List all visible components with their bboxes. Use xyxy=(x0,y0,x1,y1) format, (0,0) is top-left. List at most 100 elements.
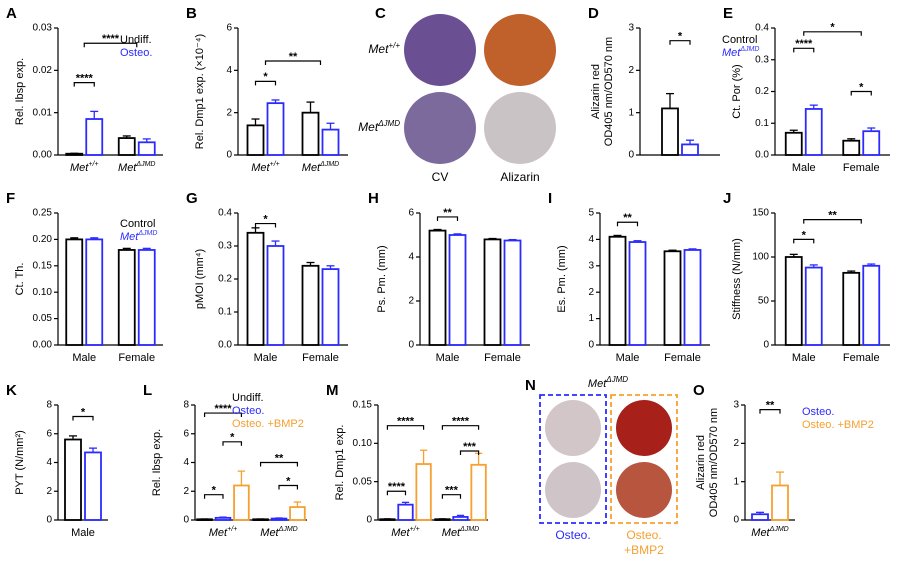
y-tick-label: 2 xyxy=(408,296,414,307)
significance-label: ** xyxy=(828,210,837,222)
bar xyxy=(452,516,469,521)
bar xyxy=(628,241,647,346)
significance-bracket xyxy=(203,412,243,418)
x-tick-label: Male xyxy=(436,352,460,364)
y-tick-label: 0 xyxy=(733,515,739,526)
bar xyxy=(64,438,82,521)
significance-bracket xyxy=(72,415,94,421)
panel: O 0 1 2 3 Alizarin red OD405 nm/OD570 nm MetΔJM… xyxy=(693,382,874,539)
bar xyxy=(784,256,803,346)
panel-letter: I xyxy=(548,190,552,207)
panel-letter: H xyxy=(368,190,379,207)
x-tick-label: Female xyxy=(118,352,155,364)
y-axis-label: PYT (N/mm²) xyxy=(14,430,26,495)
y-tick-label: 150 xyxy=(752,208,769,219)
panel-letter: K xyxy=(6,382,17,399)
legend-entry: Osteo. +BMP2 xyxy=(802,419,874,431)
significance-label: **** xyxy=(214,403,232,415)
significance-label: * xyxy=(286,475,291,487)
bar xyxy=(862,130,881,156)
panel-letter: E xyxy=(723,5,733,22)
x-tick-label: MetΔJMD xyxy=(260,526,297,539)
x-tick-label-part: Met xyxy=(302,162,321,174)
y-tick-label: 100 xyxy=(752,252,769,263)
panel-c: C Met+/+ MetΔJMD CV Alizarin xyxy=(358,5,556,184)
legend-entry: Undiff. xyxy=(232,392,264,404)
group-box xyxy=(539,394,607,524)
bar xyxy=(379,518,396,521)
significance-label: *** xyxy=(463,441,477,453)
bar xyxy=(137,249,156,346)
x-tick-label: MetΔJMD xyxy=(302,161,339,174)
significance-label: **** xyxy=(102,33,120,45)
significance-bracket xyxy=(278,484,299,490)
row-label-part: ΔJMD xyxy=(377,119,400,128)
y-tick-label: 0.10 xyxy=(353,438,373,449)
x-tick-label-part: +/+ xyxy=(227,526,237,533)
bar xyxy=(214,516,232,521)
x-tick-label-part: Met xyxy=(751,527,770,539)
panel-letter: F xyxy=(6,190,15,207)
y-tick-label: 6 xyxy=(46,428,52,439)
bar xyxy=(233,484,250,521)
x-tick-label-part: Met xyxy=(442,527,461,539)
bar xyxy=(301,264,320,346)
significance-bracket xyxy=(222,441,243,446)
bar xyxy=(289,506,306,521)
legend-entry-part: Met xyxy=(722,47,741,59)
bar xyxy=(681,143,699,156)
y-tick-label: 1 xyxy=(733,476,739,487)
column-label: CV xyxy=(432,170,449,184)
y-tick-label: 0.05 xyxy=(33,313,53,324)
x-tick-label: Female xyxy=(843,162,880,174)
group-box xyxy=(610,394,678,524)
bar xyxy=(434,518,451,521)
significance-bracket xyxy=(264,60,322,66)
x-tick-label: Met+/+ xyxy=(70,161,98,174)
bar xyxy=(483,238,502,346)
bar xyxy=(804,108,823,156)
x-tick-label-part: ΔJMD xyxy=(769,526,789,533)
y-tick-label: 0.0 xyxy=(755,150,769,161)
panel-title: MetΔJMD xyxy=(588,375,628,390)
panel-letter: N xyxy=(525,377,536,394)
legend-entry: Osteo. xyxy=(120,47,152,59)
x-tick-label-part: +/+ xyxy=(88,161,98,168)
bar xyxy=(266,102,285,156)
column-label: Alizarin xyxy=(500,170,539,184)
significance-bracket xyxy=(386,490,407,496)
y-tick-label: 3 xyxy=(588,260,594,271)
x-tick-label-part: Met xyxy=(391,527,410,539)
y-tick-label: 2 xyxy=(733,438,739,449)
bar xyxy=(84,451,102,521)
panel: F 0.00 0.05 0.10 0.15 0.20 0.25 Ct. Th. Male Fema… xyxy=(6,190,163,364)
significance-label: *** xyxy=(445,485,459,497)
bar xyxy=(321,268,340,346)
bar xyxy=(751,513,769,521)
x-tick-label: Male xyxy=(71,527,95,539)
y-tick-label: 0.00 xyxy=(33,340,53,351)
y-tick-label: 8 xyxy=(46,400,52,411)
significance-bracket xyxy=(850,90,872,96)
significance-bracket xyxy=(259,461,299,467)
x-tick-label: Female xyxy=(843,352,880,364)
significance-bracket xyxy=(616,221,639,227)
bar xyxy=(196,518,213,521)
legend-entry-part: ΔJMD xyxy=(739,46,759,53)
significance-label: ** xyxy=(443,207,452,219)
y-tick-label: 50 xyxy=(758,296,770,307)
bar xyxy=(252,518,269,521)
significance-label: ** xyxy=(275,452,284,464)
legend-entry: Osteo. +BMP2 xyxy=(232,418,304,430)
y-tick-label: 0 xyxy=(628,150,634,161)
y-axis-label: Rel. Ibsp exp. xyxy=(151,429,163,496)
x-tick-label: Female xyxy=(484,352,521,364)
x-tick-label: MetΔJMD xyxy=(751,526,788,539)
row-label-part: +/+ xyxy=(388,41,400,50)
legend-entry: Control xyxy=(722,34,757,46)
y-tick-label: 0.03 xyxy=(33,23,53,34)
legend-entry: Osteo. xyxy=(232,405,264,417)
